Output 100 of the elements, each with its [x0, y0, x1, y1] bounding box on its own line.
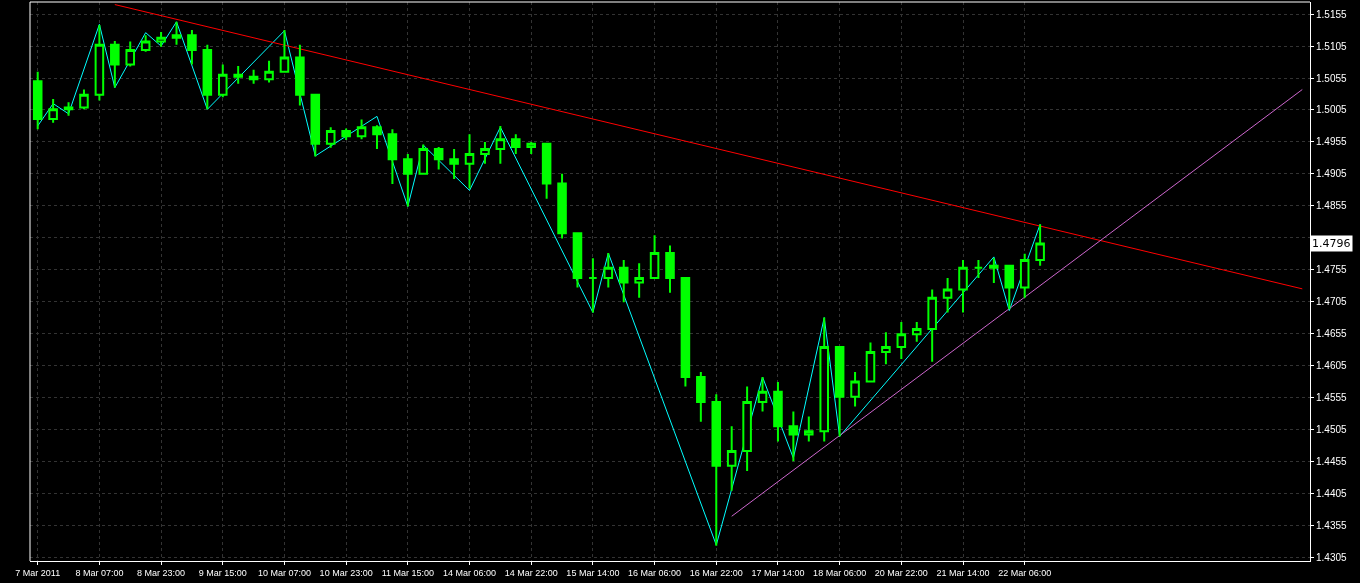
- candlestick: [480, 140, 490, 165]
- candlestick: [834, 345, 845, 438]
- y-tick-label: 1.4305: [1316, 551, 1348, 563]
- y-tick-label: 1.5155: [1316, 8, 1348, 20]
- candlestick: [973, 259, 984, 279]
- x-tick-label: 18 Mar 06:00: [813, 567, 867, 578]
- candlestick: [850, 370, 860, 408]
- candlestick: [217, 63, 228, 99]
- candlestick: [156, 31, 166, 48]
- candlestick: [295, 43, 305, 107]
- candlestick: [603, 252, 614, 289]
- x-tick-label: 9 Mar 15:00: [198, 567, 247, 578]
- y-tick-label: 1.4555: [1316, 391, 1348, 403]
- x-tick-label: 15 Mar 14:00: [566, 567, 620, 578]
- candlestick: [310, 93, 321, 158]
- candlestick: [233, 64, 243, 85]
- candlestick: [171, 20, 182, 46]
- candlestick: [511, 133, 521, 156]
- candlestick: [696, 370, 706, 423]
- candlestick: [742, 385, 752, 472]
- candlestick: [187, 29, 197, 66]
- x-tick-label: 17 Mar 14:00: [751, 567, 805, 578]
- x-tick-label: 20 Mar 22:00: [874, 567, 928, 578]
- candlestick: [403, 153, 413, 208]
- candlestick: [649, 234, 660, 279]
- candlestick: [63, 101, 74, 117]
- x-tick-label: 10 Mar 07:00: [257, 567, 311, 578]
- candlestick: [140, 34, 151, 53]
- candlestick: [1004, 264, 1015, 311]
- candlestick: [325, 126, 336, 149]
- x-tick-label: 8 Mar 23:00: [137, 567, 186, 578]
- candlestick: [588, 257, 598, 314]
- candlestick: [618, 259, 629, 304]
- candlestick: [418, 143, 429, 175]
- candlestick: [264, 59, 274, 84]
- y-tick-label: 1.4705: [1316, 296, 1348, 308]
- x-tick-label: 16 Mar 22:00: [689, 567, 743, 578]
- x-tick-label: 16 Mar 06:00: [628, 567, 682, 578]
- candlestick: [387, 128, 398, 186]
- candlestick: [464, 133, 475, 190]
- candlestick: [372, 124, 382, 150]
- x-tick-label: 14 Mar 22:00: [504, 567, 558, 578]
- y-tick-label: 1.4905: [1316, 168, 1348, 180]
- candlestick: [927, 288, 937, 363]
- candlestick: [680, 276, 691, 388]
- candlestick: [726, 425, 737, 492]
- candlestick: [356, 118, 367, 141]
- y-tick-label: 1.4605: [1316, 360, 1348, 372]
- y-tick-label: 1.5055: [1316, 72, 1348, 84]
- x-tick-label: 8 Mar 07:00: [75, 567, 124, 578]
- candlestick: [279, 29, 290, 73]
- x-tick-label: 22 Mar 06:00: [998, 567, 1052, 578]
- y-tick-label: 1.4355: [1316, 519, 1348, 531]
- candlestick: [942, 276, 953, 314]
- candlestick: [495, 124, 506, 165]
- y-tick-label: 1.4755: [1316, 264, 1348, 276]
- candlestick: [32, 70, 43, 131]
- x-tick-label: 11 Mar 15:00: [381, 567, 435, 578]
- y-tick-label: 1.4505: [1316, 423, 1348, 435]
- y-tick-label: 1.4655: [1316, 328, 1348, 340]
- candlestick: [911, 321, 922, 343]
- candlestick: [449, 147, 459, 180]
- candlestick: [665, 244, 675, 294]
- annotation: 1.4796: [1312, 237, 1351, 250]
- candlestick: [48, 98, 58, 124]
- candlestick: [433, 146, 444, 171]
- candlestick: [788, 410, 799, 463]
- x-tick-label: 14 Mar 06:00: [443, 567, 497, 578]
- candlestick: [541, 142, 552, 200]
- candlestick: [1019, 252, 1030, 299]
- candlestick: [711, 393, 722, 547]
- x-tick-label: 7 Mar 2011: [15, 567, 61, 578]
- candlestick: [125, 40, 136, 68]
- candlestick: [819, 316, 829, 443]
- candlestick: [557, 172, 567, 240]
- y-tick-label: 1.4955: [1316, 136, 1348, 148]
- candlestick: [79, 88, 89, 111]
- candlestick: [896, 321, 907, 361]
- candlestick: [989, 257, 999, 285]
- y-tick-label: 1.4455: [1316, 455, 1348, 467]
- candlestick: [958, 259, 968, 314]
- candlestick: [1035, 223, 1045, 267]
- candlestick: [804, 415, 814, 443]
- candlestick: [773, 381, 783, 443]
- y-tick-label: 1.4855: [1316, 200, 1348, 212]
- candlestick: [881, 331, 891, 366]
- candlestick: [110, 39, 120, 89]
- y-tick-label: 1.4405: [1316, 487, 1348, 499]
- candlestick: [341, 127, 351, 141]
- candlestick: [248, 68, 259, 85]
- candlestick: [202, 43, 213, 111]
- line-series: [37, 21, 1041, 546]
- candlestick: [757, 376, 768, 413]
- candlestick: [526, 140, 536, 156]
- candlestick: [865, 341, 876, 383]
- y-tick-label: 1.5105: [1316, 40, 1348, 52]
- candlestick: [94, 24, 105, 102]
- candlestick: [572, 232, 583, 289]
- x-tick-label: 21 Mar 14:00: [936, 567, 990, 578]
- candlestick: [634, 262, 644, 299]
